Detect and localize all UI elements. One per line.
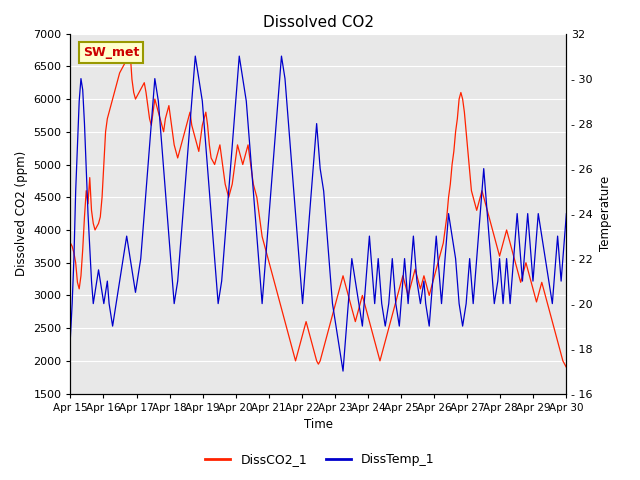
- Text: SW_met: SW_met: [83, 46, 139, 59]
- Legend: DissCO2_1, DissTemp_1: DissCO2_1, DissTemp_1: [200, 448, 440, 471]
- Y-axis label: Dissolved CO2 (ppm): Dissolved CO2 (ppm): [15, 151, 28, 276]
- X-axis label: Time: Time: [304, 418, 333, 431]
- Y-axis label: Temperature: Temperature: [598, 176, 612, 251]
- Title: Dissolved CO2: Dissolved CO2: [263, 15, 374, 30]
